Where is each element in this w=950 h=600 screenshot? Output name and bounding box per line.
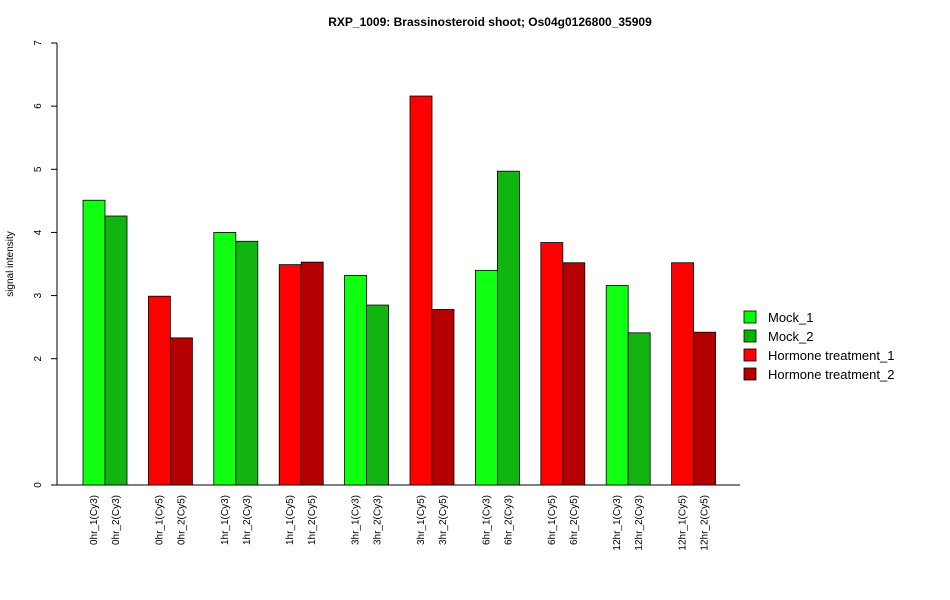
x-tick-label: 3hr_2(Cy5) bbox=[438, 495, 449, 545]
x-tick-label: 12hr_1(Cy5) bbox=[678, 495, 689, 551]
y-tick-label: 5 bbox=[33, 166, 44, 172]
x-tick-label: 0hr_2(Cy5) bbox=[176, 495, 187, 545]
bar bbox=[496, 170, 520, 486]
legend-label: Mock_1 bbox=[768, 310, 814, 325]
x-tick-label: 0hr_2(Cy3) bbox=[111, 495, 122, 545]
legend: Mock_1 Mock_2 Hormone treatment_1 Hormone t… bbox=[743, 310, 894, 382]
chart-title: RXP_1009: Brassinosteroid shoot; Os04g01… bbox=[328, 15, 652, 29]
bar bbox=[300, 261, 324, 486]
x-tick-label: 1hr_2(Cy5) bbox=[307, 495, 318, 545]
x-tick-label: 12hr_2(Cy5) bbox=[700, 495, 711, 551]
bar bbox=[147, 295, 171, 486]
x-tick-label: 6hr_1(Cy3) bbox=[481, 495, 492, 545]
bar bbox=[213, 232, 237, 486]
x-tick-label: 12hr_2(Cy3) bbox=[634, 495, 645, 551]
bar bbox=[671, 262, 694, 486]
bar bbox=[278, 264, 302, 486]
x-tick-label: 6hr_1(Cy5) bbox=[547, 495, 558, 545]
legend-label: Hormone treatment_1 bbox=[768, 348, 894, 363]
y-axis: 0 2 3 4 5 6 7 bbox=[33, 40, 58, 488]
x-tick-label: 1hr_1(Cy5) bbox=[285, 495, 296, 545]
x-tick-label: 12hr_1(Cy3) bbox=[612, 495, 623, 551]
bar bbox=[605, 285, 629, 486]
x-tick-label: 6hr_2(Cy5) bbox=[569, 495, 580, 545]
bar bbox=[562, 262, 586, 486]
x-tick-label: 3hr_1(Cy3) bbox=[351, 495, 362, 545]
x-tick-label: 1hr_2(Cy3) bbox=[242, 495, 253, 545]
x-tick-label: 3hr_1(Cy5) bbox=[416, 495, 427, 545]
bars-group bbox=[82, 95, 716, 486]
x-tick-labels: 0hr_1(Cy3) 0hr_2(Cy3) 0hr_1(Cy5) 0hr_2(Cy5)… bbox=[89, 495, 711, 551]
bar bbox=[366, 304, 390, 486]
x-tick-label: 0hr_1(Cy5) bbox=[154, 495, 165, 545]
legend-swatch bbox=[743, 329, 757, 343]
y-tick-label: 6 bbox=[33, 103, 44, 109]
legend-label: Hormone treatment_2 bbox=[768, 367, 894, 382]
y-tick-label: 4 bbox=[33, 229, 44, 235]
bar bbox=[693, 331, 716, 486]
bar bbox=[235, 240, 259, 486]
bar bbox=[344, 274, 368, 486]
y-axis-label: signal intensity bbox=[5, 231, 16, 297]
bar bbox=[82, 199, 106, 486]
bar bbox=[627, 332, 651, 486]
x-tick-label: 3hr_2(Cy3) bbox=[373, 495, 384, 545]
y-tick-label: 7 bbox=[33, 40, 44, 46]
legend-swatch bbox=[743, 310, 757, 324]
legend-label: Mock_2 bbox=[768, 329, 814, 344]
y-tick-label: 0 bbox=[33, 482, 44, 488]
bar bbox=[409, 95, 433, 486]
y-tick-label: 2 bbox=[33, 355, 44, 361]
x-tick-label: 6hr_2(Cy3) bbox=[503, 495, 514, 545]
bar bbox=[169, 337, 193, 486]
y-tick-label: 3 bbox=[33, 292, 44, 298]
legend-swatch bbox=[743, 348, 757, 362]
legend-swatch bbox=[743, 367, 757, 381]
bar bbox=[474, 269, 498, 486]
x-tick-label: 1hr_1(Cy3) bbox=[220, 495, 231, 545]
bar bbox=[540, 242, 564, 486]
bar bbox=[431, 309, 455, 486]
bar bbox=[104, 215, 128, 486]
x-tick-label: 0hr_1(Cy3) bbox=[89, 495, 100, 545]
